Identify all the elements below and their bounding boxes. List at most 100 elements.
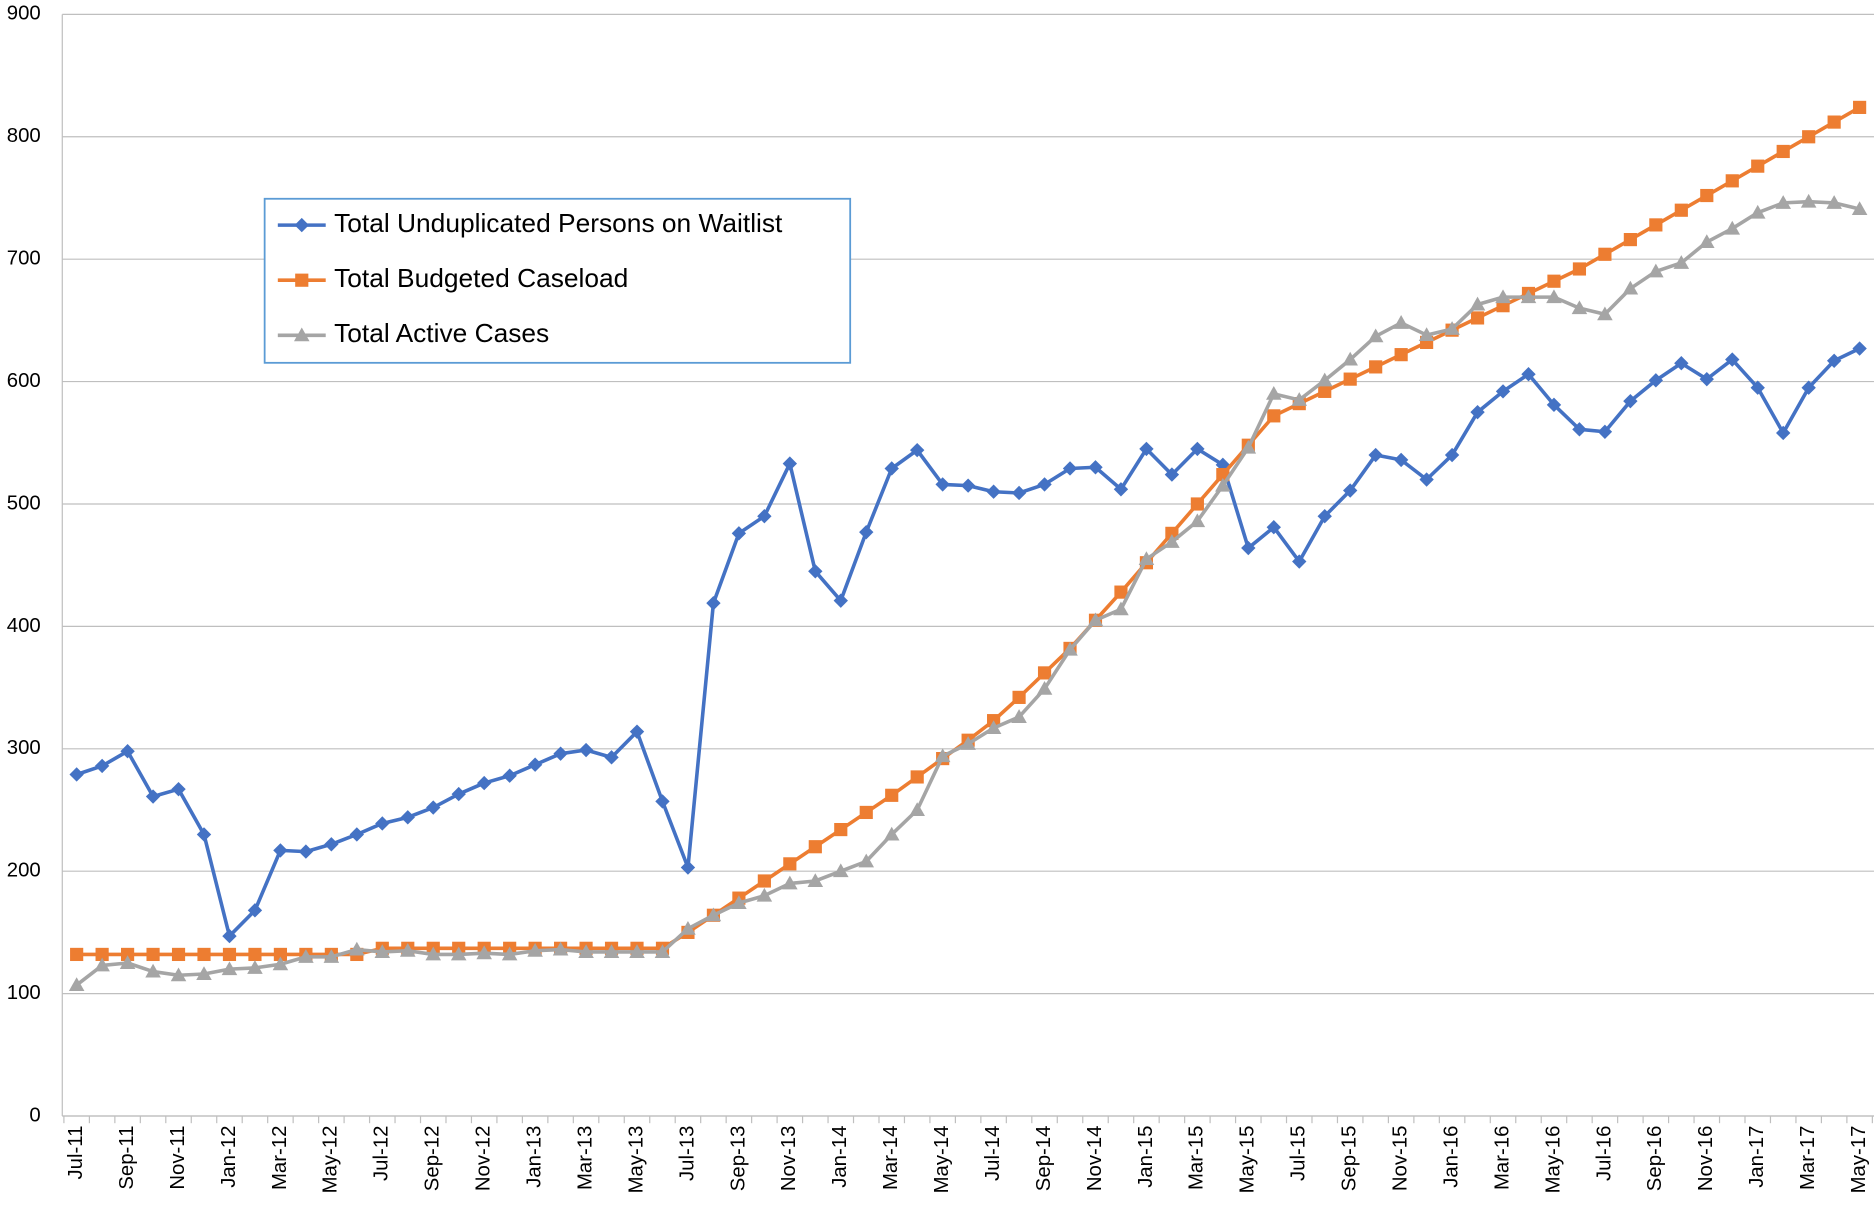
marker bbox=[1800, 193, 1817, 208]
marker bbox=[1444, 447, 1460, 463]
y-tick-label: 700 bbox=[7, 248, 41, 270]
y-tick-label: 100 bbox=[7, 982, 41, 1004]
marker bbox=[1189, 513, 1206, 528]
marker bbox=[1267, 409, 1281, 423]
marker bbox=[349, 941, 365, 956]
marker bbox=[1138, 551, 1155, 566]
marker bbox=[629, 724, 645, 739]
marker bbox=[1012, 690, 1026, 704]
marker bbox=[680, 920, 696, 935]
marker bbox=[222, 928, 237, 944]
marker bbox=[680, 860, 696, 875]
marker bbox=[1648, 263, 1664, 278]
y-tick-label: 0 bbox=[29, 1104, 40, 1126]
marker bbox=[527, 942, 543, 957]
marker bbox=[374, 944, 391, 958]
x-tick-label: May-17 bbox=[1848, 1126, 1870, 1194]
marker bbox=[295, 273, 309, 287]
marker bbox=[426, 800, 441, 815]
marker bbox=[1649, 218, 1663, 232]
marker bbox=[986, 484, 1001, 499]
marker bbox=[247, 960, 263, 974]
marker bbox=[1037, 666, 1052, 680]
y-tick-label: 300 bbox=[7, 737, 41, 759]
marker bbox=[1062, 461, 1078, 476]
marker bbox=[1036, 681, 1053, 695]
marker bbox=[349, 827, 365, 842]
marker bbox=[782, 875, 798, 890]
marker bbox=[1852, 341, 1867, 356]
y-tick-label: 200 bbox=[7, 860, 41, 882]
marker bbox=[1393, 452, 1409, 468]
marker bbox=[1343, 372, 1357, 386]
marker bbox=[731, 526, 747, 541]
marker bbox=[1011, 485, 1027, 501]
marker bbox=[1776, 144, 1790, 159]
series-line bbox=[76, 346, 1861, 938]
marker bbox=[1623, 393, 1638, 409]
marker bbox=[450, 946, 467, 961]
marker bbox=[1011, 709, 1027, 723]
x-tick-label: Nov-13 bbox=[778, 1126, 800, 1192]
marker bbox=[171, 947, 186, 962]
marker bbox=[1775, 195, 1791, 209]
marker bbox=[832, 863, 849, 878]
marker bbox=[1495, 384, 1511, 399]
marker bbox=[1521, 367, 1536, 382]
marker bbox=[119, 955, 136, 969]
marker bbox=[400, 810, 415, 825]
marker bbox=[1673, 255, 1690, 269]
marker bbox=[731, 895, 747, 910]
marker bbox=[324, 837, 339, 852]
marker bbox=[1190, 497, 1204, 511]
marker bbox=[1751, 159, 1765, 173]
marker bbox=[604, 750, 619, 765]
marker bbox=[69, 767, 84, 782]
marker bbox=[1495, 289, 1511, 304]
x-tick-label: Jul-12 bbox=[371, 1126, 393, 1181]
marker bbox=[1827, 115, 1841, 129]
marker bbox=[1597, 424, 1613, 439]
marker bbox=[399, 942, 416, 957]
marker bbox=[1826, 195, 1842, 209]
marker bbox=[196, 827, 212, 842]
marker bbox=[834, 822, 848, 837]
marker bbox=[1571, 300, 1588, 315]
marker bbox=[1418, 327, 1435, 342]
marker bbox=[1394, 348, 1408, 362]
x-tick-label: Jan-15 bbox=[1135, 1126, 1157, 1188]
marker bbox=[885, 788, 899, 802]
marker bbox=[120, 744, 135, 759]
marker bbox=[1725, 174, 1739, 188]
marker bbox=[654, 944, 671, 958]
marker bbox=[375, 816, 390, 831]
x-tick-label: Mar-15 bbox=[1186, 1126, 1208, 1190]
x-tick-label: Mar-16 bbox=[1491, 1126, 1513, 1190]
x-tick-label: May-14 bbox=[931, 1126, 953, 1194]
marker bbox=[1367, 328, 1384, 343]
marker bbox=[655, 794, 670, 809]
marker bbox=[1623, 233, 1637, 247]
marker bbox=[476, 775, 492, 791]
marker bbox=[1266, 520, 1281, 535]
marker bbox=[95, 947, 109, 962]
marker bbox=[1802, 130, 1816, 144]
marker bbox=[1674, 356, 1689, 371]
marker bbox=[1113, 482, 1129, 497]
marker bbox=[298, 949, 314, 963]
x-tick-label: Sep-14 bbox=[1033, 1126, 1055, 1192]
marker bbox=[757, 874, 771, 888]
marker bbox=[146, 947, 160, 962]
marker bbox=[247, 903, 263, 918]
marker bbox=[1190, 441, 1205, 457]
marker bbox=[833, 593, 848, 608]
y-tick-label: 800 bbox=[7, 125, 41, 147]
marker bbox=[1393, 315, 1409, 329]
marker bbox=[553, 746, 568, 761]
marker bbox=[783, 857, 797, 871]
x-tick-label: Jan-14 bbox=[829, 1126, 851, 1188]
marker bbox=[1368, 447, 1383, 463]
legend: Total Unduplicated Persons on Waitlist To… bbox=[263, 197, 852, 364]
marker bbox=[808, 564, 823, 579]
marker bbox=[294, 217, 309, 233]
